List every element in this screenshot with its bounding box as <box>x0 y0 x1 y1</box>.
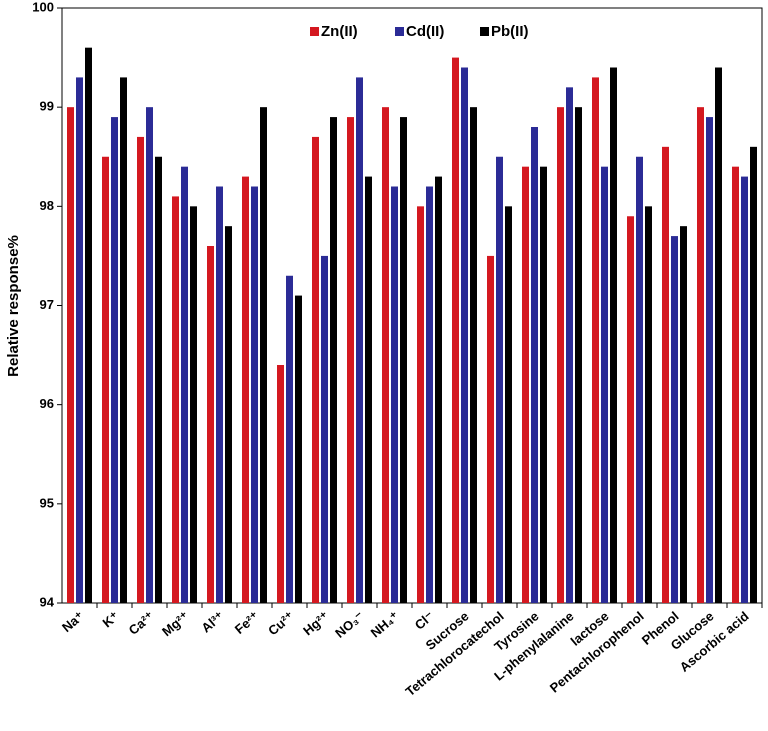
bar <box>592 77 599 603</box>
x-tick-label: Na⁺ <box>59 608 87 635</box>
x-tick-label: Cl⁻ <box>412 608 437 632</box>
bar <box>137 136 144 603</box>
bar <box>181 166 188 603</box>
bar <box>400 117 407 603</box>
bar <box>487 255 494 603</box>
bar <box>505 206 512 604</box>
bar <box>557 107 564 604</box>
bar <box>417 206 424 604</box>
bar <box>697 107 704 604</box>
bar <box>470 107 477 604</box>
bar <box>111 117 118 603</box>
bar <box>750 146 757 604</box>
y-axis-label: Relative response% <box>5 235 22 377</box>
bar <box>382 107 389 604</box>
bar <box>610 67 617 603</box>
bar <box>715 67 722 603</box>
legend-label: Zn(II) <box>321 23 358 40</box>
x-tick-label: Hg²⁺ <box>300 608 332 638</box>
bar <box>540 166 547 603</box>
bar <box>627 216 634 603</box>
bar <box>277 365 284 603</box>
bar <box>461 67 468 603</box>
bar <box>321 255 328 603</box>
legend-swatch <box>395 27 404 36</box>
x-tick-label: K⁺ <box>100 608 122 630</box>
bar <box>741 176 748 604</box>
bar <box>242 176 249 604</box>
x-tick-label: Ca²⁺ <box>126 608 157 637</box>
bar <box>216 186 223 603</box>
bar <box>496 156 503 603</box>
bar <box>662 146 669 604</box>
bar <box>312 136 319 603</box>
bar <box>102 156 109 603</box>
bar <box>286 275 293 603</box>
bar <box>225 226 232 603</box>
y-tick-label: 94 <box>40 594 55 609</box>
legend-label: Cd(II) <box>406 23 444 40</box>
bar <box>601 166 608 603</box>
bar <box>522 166 529 603</box>
bar <box>671 236 678 604</box>
x-tick-label: Fe²⁺ <box>232 608 262 637</box>
y-tick-label: 95 <box>40 495 54 510</box>
legend-label: Pb(II) <box>491 23 529 40</box>
bar <box>732 166 739 603</box>
bar <box>452 57 459 604</box>
legend-swatch <box>480 27 489 36</box>
y-tick-label: 96 <box>40 396 54 411</box>
bar <box>85 47 92 603</box>
bar <box>435 176 442 604</box>
bar <box>67 107 74 604</box>
x-tick-label: Cu²⁺ <box>265 608 297 638</box>
bar <box>207 246 214 603</box>
bar <box>645 206 652 604</box>
bar <box>251 186 258 603</box>
y-tick-label: 99 <box>40 99 54 114</box>
bar <box>706 117 713 603</box>
bar <box>260 107 267 604</box>
y-tick-label: 97 <box>40 297 54 312</box>
bar <box>680 226 687 603</box>
bar <box>172 196 179 603</box>
bar <box>347 117 354 603</box>
bar <box>190 206 197 604</box>
bar <box>330 117 337 603</box>
bar <box>575 107 582 604</box>
bar <box>391 186 398 603</box>
x-tick-label: Mg²⁺ <box>159 608 192 639</box>
bar <box>146 107 153 604</box>
x-tick-label: NH₄⁺ <box>368 608 402 640</box>
plot-frame <box>61 7 763 604</box>
bar <box>636 156 643 603</box>
x-tick-label: Al³⁺ <box>198 608 226 635</box>
bar <box>426 186 433 603</box>
x-tick-label: NO₃⁻ <box>332 608 367 640</box>
y-tick-label: 100 <box>32 0 54 14</box>
y-tick-label: 98 <box>40 198 54 213</box>
bar <box>155 156 162 603</box>
bar <box>295 295 302 603</box>
bar <box>76 77 83 603</box>
bar <box>531 127 538 603</box>
bar <box>365 176 372 604</box>
bar <box>356 77 363 603</box>
bar <box>566 87 573 604</box>
legend-swatch <box>310 27 319 36</box>
bar <box>120 77 127 603</box>
